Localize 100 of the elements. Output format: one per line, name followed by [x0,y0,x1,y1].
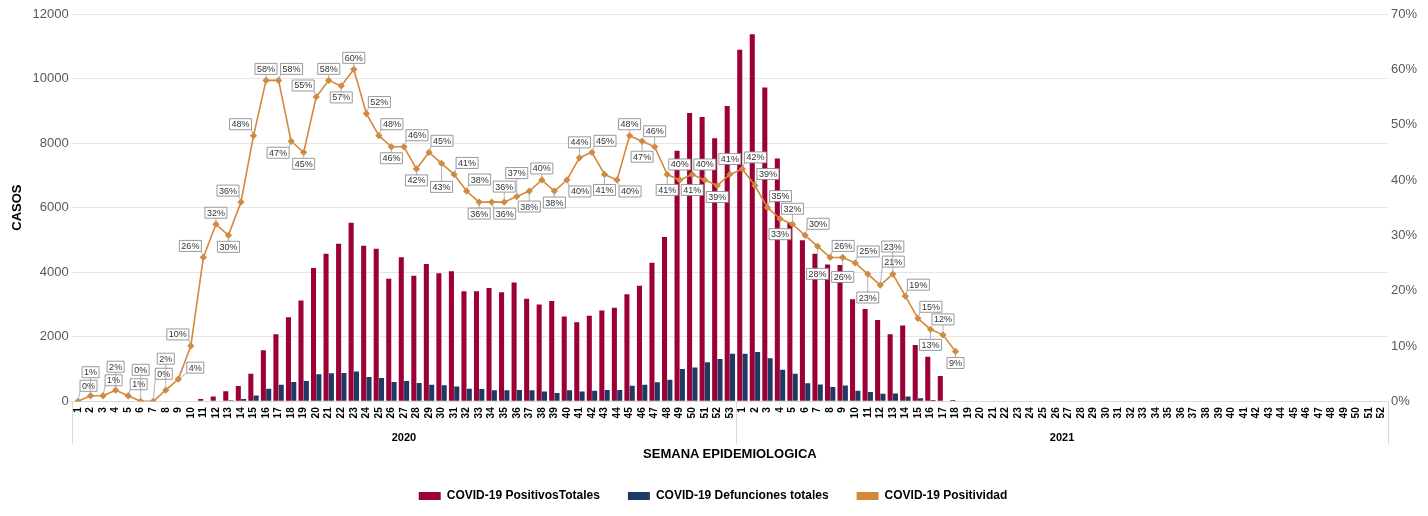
x-tick-label: 46 [635,406,647,419]
x-tick-label: 16 [924,406,936,419]
x-tick-label: 49 [673,406,685,419]
x-tick-label: 34 [485,406,497,419]
data-label: 46% [407,130,426,141]
x-tick-label: 32 [460,406,472,419]
x-tick-label: 12 [209,406,221,419]
x-tick-label: 1 [71,406,83,413]
x-tick-label: 30 [1099,406,1111,419]
y-axis-title: CASOS [9,184,25,231]
data-label: 40% [621,186,640,197]
x-tick-label: 36 [1174,406,1186,419]
data-label: 13% [921,339,940,350]
y-tick-label: 2000 [39,328,69,344]
y2-tick-label: 40% [1390,171,1418,187]
x-tick-label: 10 [184,406,196,419]
data-label: 58% [319,63,338,74]
data-label: 39% [758,168,777,179]
y-tick-label: 0 [61,392,69,408]
x-tick-label: 11 [197,406,209,418]
data-label: 36% [218,185,237,196]
x-tick-label: 8 [823,406,835,413]
x-tick-label: 13 [222,406,234,419]
data-label: 2% [159,353,173,364]
data-label: 45% [595,135,614,146]
data-label: 37% [507,168,526,179]
data-label: 28% [808,268,827,279]
x-tick-label: 47 [648,406,660,419]
x-tick-label: 46 [1300,406,1312,419]
text: 2021 [1049,431,1075,444]
data-label: 4% [188,362,202,373]
data-label: 38% [520,201,539,212]
text: 2020 [391,431,417,444]
y2-tick-label: 50% [1390,116,1418,132]
y2-tick-label: 30% [1390,226,1418,242]
x-tick-label: 18 [949,406,961,419]
data-label: 40% [532,163,551,174]
data-label: 2% [109,361,123,372]
data-label: 45% [433,135,452,146]
x-tick-label: 8 [159,406,171,413]
data-label: 42% [407,175,426,186]
data-label: 48% [382,119,401,130]
y-tick-label: 8000 [39,134,69,150]
data-label: 47% [269,147,288,158]
x-tick-label: 2 [84,406,96,413]
x-tick-label: 15 [247,406,259,419]
data-label: 46% [382,153,401,164]
x-tick-label: 37 [1187,406,1199,419]
x-tick-label: 42 [585,406,597,419]
legend-label: COVID-19 Positividad [884,488,1008,503]
x-tick-label: 40 [1225,406,1237,419]
data-label: 38% [545,197,564,208]
x-axis-title: SEMANA EPIDEMIOLOGICA [643,445,818,461]
data-label: 0% [157,368,171,379]
x-tick-label: 43 [598,406,610,419]
x-tick-label: 20 [974,406,986,419]
x-tick-label: 15 [911,406,923,419]
data-label: 40% [570,186,589,197]
x-tick-label: 33 [1137,406,1149,419]
x-tick-label: 38 [1199,406,1211,419]
data-label: 44% [570,137,589,148]
data-label: 57% [332,92,351,103]
data-label: 41% [595,184,614,195]
x-tick-label: 35 [497,406,509,419]
x-tick-label: 45 [623,406,635,419]
y2-tick-label: 20% [1390,282,1418,298]
x-tick-label: 14 [234,406,246,419]
data-label: 30% [809,218,828,229]
x-tick-label: 11 [861,406,873,418]
data-label: 41% [458,157,477,168]
x-tick-label: 47 [1312,406,1324,419]
x-tick-label: 39 [1212,406,1224,419]
x-tick-label: 48 [1325,406,1337,419]
x-tick-label: 31 [1112,406,1124,419]
x-tick-label: 53 [723,406,735,419]
x-tick-label: 27 [397,406,409,419]
data-label: 10% [168,329,187,340]
x-tick-label: 44 [610,406,622,419]
x-tick-label: 21 [322,406,334,419]
x-tick-label: 50 [686,406,698,419]
data-label: 21% [884,256,903,267]
x-tick-label: 22 [335,406,347,419]
x-tick-label: 29 [422,406,434,419]
x-tick-label: 24 [360,406,372,419]
x-tick-label: 27 [1062,406,1074,419]
data-label: 41% [683,184,702,195]
x-tick-label: 39 [548,406,560,419]
data-label: 35% [771,191,790,202]
data-label: 47% [633,151,652,162]
x-tick-label: 32 [1124,406,1136,419]
data-label: 23% [883,241,902,252]
x-tick-label: 2 [748,406,760,413]
data-label: 39% [708,191,727,202]
x-tick-label: 33 [472,406,484,419]
x-tick-label: 16 [259,406,271,419]
data-label: 9% [949,357,963,368]
data-label: 48% [620,119,639,130]
x-tick-label: 28 [1074,406,1086,419]
data-label: 19% [909,279,928,290]
x-tick-label: 13 [886,406,898,419]
